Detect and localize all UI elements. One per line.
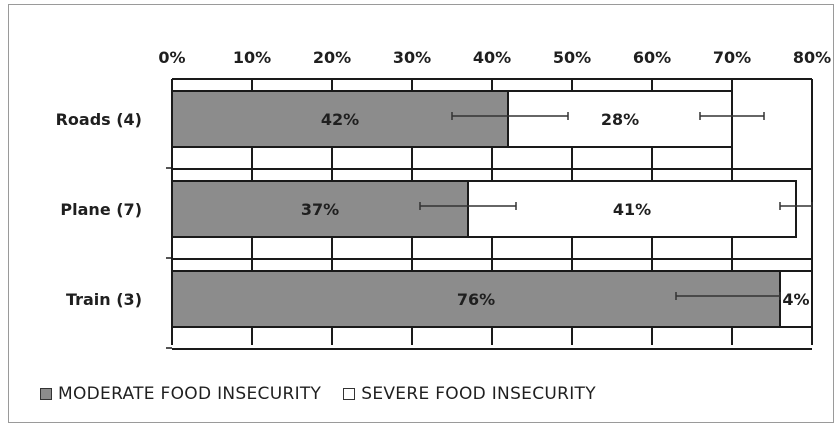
- legend-swatch-moderate: [40, 388, 52, 400]
- bar-moderate: [171, 180, 469, 238]
- data-label: 42%: [321, 110, 359, 129]
- data-label: 28%: [601, 110, 639, 129]
- data-label: 41%: [613, 200, 651, 219]
- x-tick-label: 60%: [633, 48, 671, 67]
- y-category-label: Train (3): [66, 290, 142, 309]
- x-tick-label: 30%: [393, 48, 431, 67]
- legend-label-severe: SEVERE FOOD INSECURITY: [361, 384, 596, 404]
- x-tick-label: 40%: [473, 48, 511, 67]
- x-tick-label: 50%: [553, 48, 591, 67]
- axes: 0% 10% 20% 30% 40% 50% 60% 70% 80% Roads (4) Plane…: [56, 48, 831, 349]
- x-tick-label: 80%: [793, 48, 831, 67]
- legend-label-moderate: MODERATE FOOD INSECURITY: [58, 384, 322, 404]
- error-bars: [419, 112, 813, 300]
- data-label: 76%: [457, 290, 495, 309]
- legend-swatch-severe: [343, 388, 356, 400]
- legend: MODERATE FOOD INSECURITY SEVERE FOOD INS…: [40, 384, 618, 404]
- legend-item-moderate: MODERATE FOOD INSECURITY: [40, 384, 321, 404]
- y-category-label: Roads (4): [56, 110, 142, 129]
- x-tick-label: 0%: [158, 48, 185, 67]
- x-tick-label: 10%: [233, 48, 271, 67]
- y-category-label: Plane (7): [60, 200, 142, 219]
- data-label: 37%: [301, 200, 339, 219]
- data-labels: 42% 28% 37% 41% 76% 4%: [301, 110, 810, 309]
- legend-item-severe: SEVERE FOOD INSECURITY: [343, 384, 596, 404]
- bar-severe: [467, 180, 797, 238]
- x-tick-label: 20%: [313, 48, 351, 67]
- x-tick-label: 70%: [713, 48, 751, 67]
- bar-severe: [507, 90, 733, 148]
- data-label: 4%: [782, 290, 809, 309]
